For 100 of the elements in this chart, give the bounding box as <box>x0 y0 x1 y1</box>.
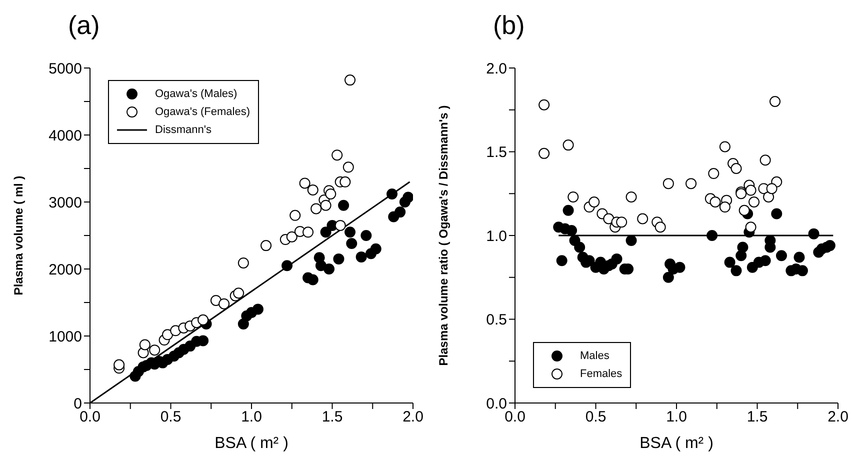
y-tick-label: 0 <box>74 395 82 412</box>
point <box>574 242 586 253</box>
legend-label: Ogawa's (Males) <box>155 87 238 102</box>
point <box>238 318 249 330</box>
point <box>730 163 742 174</box>
point <box>344 226 356 238</box>
point <box>611 253 622 264</box>
point <box>588 196 600 208</box>
point <box>603 213 614 224</box>
point <box>162 329 174 340</box>
point <box>198 314 209 326</box>
point <box>626 235 637 246</box>
y-tick-label: 2.0 <box>486 60 507 78</box>
y-tick-label: 1000 <box>48 328 82 346</box>
y-tick-label: 3000 <box>48 194 82 212</box>
point <box>566 224 578 236</box>
point <box>198 335 209 346</box>
point <box>333 253 344 264</box>
legend-label: Ogawa's (Females) <box>155 105 250 120</box>
point <box>760 255 771 266</box>
point <box>538 148 550 159</box>
point <box>766 183 778 194</box>
point <box>706 230 718 241</box>
point <box>808 228 820 240</box>
point <box>760 154 771 166</box>
point <box>763 191 774 202</box>
point <box>238 257 249 268</box>
point <box>662 178 674 190</box>
y-tick-label: 5000 <box>48 60 82 78</box>
point <box>290 210 301 221</box>
x-tick-label: 1.0 <box>666 408 687 426</box>
point <box>730 265 742 276</box>
point <box>340 176 351 188</box>
x-tick-label: 1.0 <box>241 408 262 426</box>
point <box>346 238 358 250</box>
point <box>824 240 836 252</box>
point <box>719 141 730 152</box>
point <box>662 272 674 283</box>
point <box>386 188 398 200</box>
point <box>307 184 318 196</box>
point <box>344 74 356 86</box>
point <box>320 226 332 238</box>
point <box>710 196 721 208</box>
point <box>686 178 697 190</box>
point <box>737 242 748 253</box>
point <box>654 222 666 233</box>
point <box>252 304 264 315</box>
point <box>394 206 406 218</box>
chart-title: (a) <box>68 10 100 41</box>
point <box>338 200 350 211</box>
point <box>724 256 736 268</box>
legend-label: Females <box>580 367 622 382</box>
x-axis-title: BSA ( m² ) <box>214 435 288 452</box>
point <box>616 216 628 228</box>
point <box>538 99 550 110</box>
point <box>360 230 372 241</box>
y-tick-label: 0.5 <box>486 312 507 329</box>
point <box>332 150 343 161</box>
point <box>302 226 314 238</box>
point <box>356 251 367 262</box>
point <box>370 243 382 254</box>
y-tick-label: 4000 <box>48 127 82 144</box>
point <box>745 184 756 196</box>
x-tick-label: 2.0 <box>402 408 424 426</box>
point <box>745 222 756 233</box>
x-tick-label: 0.5 <box>585 408 606 426</box>
y-tick-label: 1.0 <box>486 228 507 245</box>
point <box>325 188 336 200</box>
point <box>748 196 760 208</box>
point <box>796 265 808 276</box>
point <box>556 255 568 266</box>
x-tick-label: 1.5 <box>746 408 768 426</box>
point <box>738 204 750 216</box>
point <box>282 260 293 272</box>
point <box>299 178 310 189</box>
x-tick-label: 0.5 <box>160 408 182 426</box>
point <box>719 202 730 213</box>
point <box>562 204 574 216</box>
chart-title: (b) <box>493 10 525 41</box>
point <box>402 192 413 203</box>
point <box>139 339 150 350</box>
point <box>334 220 346 231</box>
point <box>562 140 574 151</box>
point <box>307 274 318 286</box>
y-tick-label: 2000 <box>48 261 82 278</box>
point <box>218 298 230 310</box>
point <box>771 208 782 220</box>
point <box>324 264 335 274</box>
point <box>260 240 272 252</box>
point <box>210 294 222 306</box>
point <box>114 359 125 370</box>
point <box>568 191 579 202</box>
point <box>320 200 332 211</box>
point <box>776 250 787 262</box>
point <box>708 168 720 180</box>
point <box>286 231 298 242</box>
y-axis-title: Plasma volume ( ml ) <box>11 176 26 296</box>
point <box>626 191 637 202</box>
point <box>310 203 322 214</box>
y-tick-label: 0.0 <box>486 395 507 412</box>
